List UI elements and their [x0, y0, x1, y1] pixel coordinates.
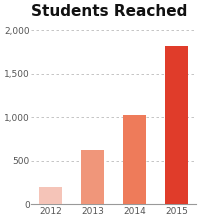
- Bar: [81, 150, 104, 204]
- Bar: [39, 187, 62, 204]
- Bar: [123, 115, 146, 204]
- Text: Students Reached: Students Reached: [31, 4, 188, 19]
- Bar: [165, 46, 188, 204]
